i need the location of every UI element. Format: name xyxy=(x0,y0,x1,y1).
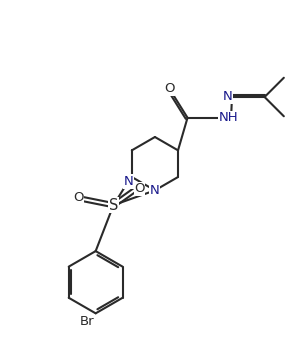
Text: N: N xyxy=(123,175,133,188)
Text: O: O xyxy=(134,182,145,195)
Text: NH: NH xyxy=(219,111,238,124)
Text: Br: Br xyxy=(80,315,94,328)
Text: O: O xyxy=(73,191,84,204)
Text: N: N xyxy=(150,184,160,197)
Text: S: S xyxy=(109,198,118,213)
Text: O: O xyxy=(164,82,174,95)
Text: N: N xyxy=(223,90,232,103)
